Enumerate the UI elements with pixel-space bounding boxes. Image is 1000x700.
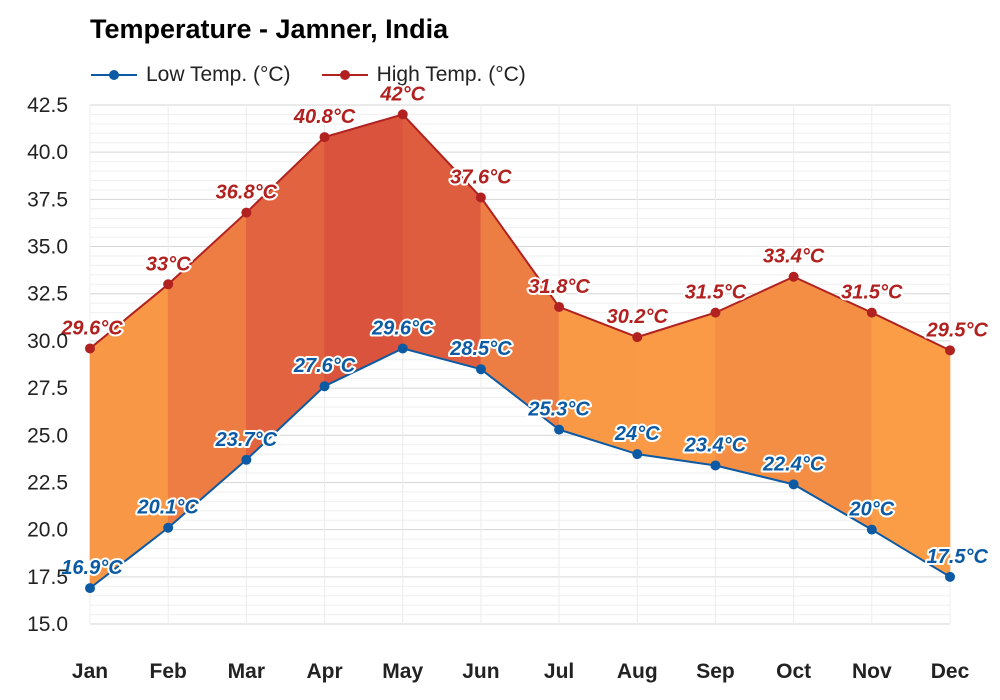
high-data-label-oct: 33.4°C	[763, 246, 825, 268]
x-tick-label-may: May	[382, 660, 423, 683]
low-data-label-aug: 24°C	[614, 423, 660, 445]
high-point-aug[interactable]	[632, 332, 643, 343]
high-point-feb[interactable]	[163, 279, 174, 290]
x-tick-label-sep: Sep	[696, 660, 735, 683]
series-points	[85, 109, 955, 594]
low-point-jul[interactable]	[554, 424, 565, 435]
legend-low-swatch-icon	[91, 70, 137, 80]
chart-legend: Low Temp. (°C) High Temp. (°C)	[90, 58, 526, 92]
legend-high-label: High Temp. (°C)	[376, 63, 526, 86]
low-point-jun[interactable]	[475, 364, 486, 375]
low-point-nov[interactable]	[866, 524, 877, 535]
chart-title: Temperature - Jamner, India	[90, 14, 449, 44]
high-data-label-aug: 30.2°C	[607, 306, 669, 328]
y-tick-label: 22.5	[27, 471, 68, 494]
low-data-label-apr: 27.6°C	[293, 355, 356, 377]
low-point-oct[interactable]	[788, 479, 799, 490]
low-data-label-oct: 22.4°C	[762, 453, 825, 475]
y-tick-label: 32.5	[27, 283, 68, 306]
high-point-jun[interactable]	[475, 192, 486, 203]
x-tick-label-feb: Feb	[150, 660, 187, 683]
low-point-sep[interactable]	[710, 460, 721, 471]
x-tick-label-aug: Aug	[617, 660, 658, 683]
high-data-label-jun: 37.6°C	[450, 166, 512, 188]
high-temp-line	[89, 113, 951, 352]
legend-high-swatch-icon	[321, 70, 368, 80]
high-data-label-nov: 31.5°C	[841, 282, 903, 304]
high-data-label-apr: 40.8°C	[293, 106, 356, 128]
y-tick-label: 42.5	[27, 94, 68, 117]
low-data-label-feb: 20.1°C	[136, 497, 199, 519]
x-tick-label-jul: Jul	[544, 660, 574, 683]
y-tick-label: 27.5	[27, 377, 68, 400]
low-data-label-jan: 16.9°C	[61, 557, 123, 579]
high-data-label-may: 42°C	[379, 83, 425, 105]
legend-low-label: Low Temp. (°C)	[146, 63, 291, 86]
series-lines	[89, 113, 951, 589]
high-point-may[interactable]	[397, 109, 408, 120]
high-point-sep[interactable]	[710, 307, 721, 318]
low-point-feb[interactable]	[163, 522, 174, 533]
low-data-label-mar: 23.7°C	[215, 429, 278, 451]
high-point-jan[interactable]	[85, 343, 95, 354]
high-data-label-feb: 33°C	[146, 253, 191, 275]
y-tick-label: 17.5	[27, 566, 68, 589]
x-tick-label-oct: Oct	[776, 660, 811, 683]
low-data-label-jun: 28.5°C	[449, 338, 512, 360]
high-data-label-jan: 29.6°C	[60, 317, 123, 339]
y-tick-label: 25.0	[27, 424, 68, 447]
temperature-range-band	[89, 113, 951, 589]
low-data-label-sep: 23.4°C	[684, 434, 747, 456]
low-point-jan[interactable]	[85, 583, 95, 594]
low-point-mar[interactable]	[241, 454, 252, 465]
high-data-label-sep: 31.5°C	[685, 282, 747, 304]
low-point-apr[interactable]	[319, 381, 330, 392]
data-labels: 16.9°C 20.1°C 23.7°C 27.6°C 29.6°C 28.5°C 25.3…	[58, 81, 990, 581]
high-point-jul[interactable]	[554, 301, 565, 312]
high-point-oct[interactable]	[788, 271, 799, 282]
x-tick-label-dec: Dec	[931, 660, 970, 683]
high-point-apr[interactable]	[319, 132, 330, 143]
y-tick-label: 15.0	[27, 613, 68, 636]
high-point-dec[interactable]	[945, 345, 955, 356]
x-tick-label-mar: Mar	[228, 660, 265, 683]
x-tick-label-nov: Nov	[852, 660, 892, 683]
low-data-label-jul: 25.3°C	[527, 399, 590, 421]
axis-labels: 15.0 17.5 20.0 22.5 25.0 27.5 30.0 32.5 35.0 37.5…	[27, 94, 969, 683]
low-data-label-dec: 17.5°C	[927, 546, 989, 568]
low-data-label-may: 29.6°C	[371, 317, 434, 339]
high-data-label-dec: 29.5°C	[926, 319, 989, 341]
y-tick-label: 37.5	[27, 188, 68, 211]
legend-item-high[interactable]: High Temp. (°C)	[321, 63, 526, 87]
high-data-label-jul: 31.8°C	[528, 276, 590, 298]
y-tick-label: 40.0	[27, 141, 68, 164]
band-segment-jun	[480, 196, 560, 431]
legend-item-low[interactable]: Low Temp. (°C)	[90, 63, 291, 87]
y-tick-label: 35.0	[27, 236, 68, 259]
low-point-may[interactable]	[397, 343, 408, 354]
y-tick-label: 30.0	[27, 330, 68, 353]
y-tick-label: 20.0	[27, 519, 68, 542]
low-temp-line	[89, 347, 951, 589]
high-point-nov[interactable]	[866, 307, 877, 318]
x-tick-label-jun: Jun	[462, 660, 499, 683]
high-point-mar[interactable]	[241, 207, 252, 218]
x-tick-label-jan: Jan	[72, 660, 108, 683]
low-point-aug[interactable]	[632, 449, 643, 460]
low-data-label-nov: 20°C	[848, 499, 894, 521]
band-segment-apr	[324, 114, 404, 387]
low-point-dec[interactable]	[945, 571, 955, 582]
x-tick-label-apr: Apr	[306, 660, 342, 683]
high-data-label-mar: 36.8°C	[216, 182, 278, 204]
